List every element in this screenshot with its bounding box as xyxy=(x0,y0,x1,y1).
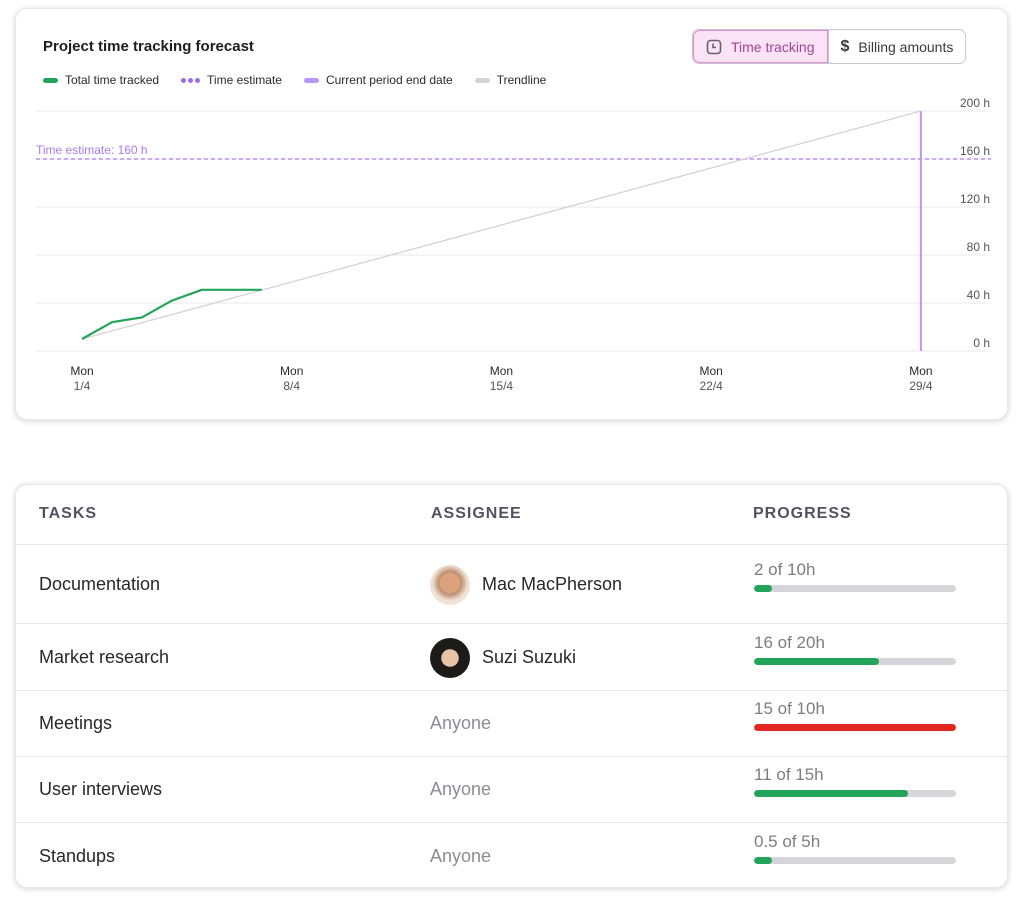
legend-label: Total time tracked xyxy=(65,73,160,87)
progress-fill xyxy=(754,724,956,731)
assignee-name: Anyone xyxy=(430,779,492,799)
clock-icon xyxy=(706,39,722,54)
header-assignee: ASSIGNEE xyxy=(431,505,522,522)
progress: 16 of 20h xyxy=(754,633,956,665)
legend-swatch xyxy=(181,77,201,83)
legend-time-estimate: Time estimate xyxy=(181,73,282,87)
assignee-name: Suzi Suzuki xyxy=(482,647,577,667)
progress-fill xyxy=(754,584,773,592)
x-tick-day: Mon xyxy=(70,364,93,378)
view-toggle: Time tracking $ Billing amounts xyxy=(692,29,967,64)
progress-bar xyxy=(754,724,956,731)
assignee[interactable]: Suzi Suzuki xyxy=(430,637,577,678)
task-name[interactable]: Standups xyxy=(39,845,116,866)
legend-swatch xyxy=(303,77,319,83)
progress-bar xyxy=(754,584,956,592)
table-row[interactable]: Meetings Anyone 15 of 10h xyxy=(16,690,1007,756)
y-tick-label: 0 h xyxy=(973,336,990,350)
header-progress: PROGRESS xyxy=(753,505,852,522)
progress-bar xyxy=(754,657,956,665)
progress: 11 of 15h xyxy=(754,765,956,797)
legend-swatch xyxy=(43,77,58,83)
legend-swatch xyxy=(474,77,490,83)
assignee[interactable]: Anyone xyxy=(430,846,491,867)
chart-legend: Total time tracked Time estimate Current… xyxy=(43,73,546,87)
progress-fill xyxy=(754,790,908,797)
legend-period-end: Current period end date xyxy=(303,73,453,87)
y-tick-label: 80 h xyxy=(967,240,990,254)
x-tick-day: Mon xyxy=(909,364,932,378)
x-tick-day: Mon xyxy=(280,364,303,378)
progress-label: 2 of 10h xyxy=(754,559,816,579)
legend-label: Trendline xyxy=(496,73,547,87)
x-tick-date: 1/4 xyxy=(74,379,91,393)
table-row[interactable]: Standups Anyone 0.5 of 5h xyxy=(16,822,1007,887)
tasks-table: TASKS ASSIGNEE PROGRESS Documentation Ma… xyxy=(15,484,1008,888)
legend-label: Current period end date xyxy=(325,73,453,87)
progress-bar xyxy=(754,856,956,864)
y-tick-label: 40 h xyxy=(967,288,990,302)
table-row[interactable]: Market research Suzi Suzuki 16 of 20h xyxy=(16,623,1007,690)
x-tick-day: Mon xyxy=(490,364,513,378)
billing-amounts-button[interactable]: $ Billing amounts xyxy=(827,30,966,63)
avatar xyxy=(430,637,470,678)
x-tick-date: 15/4 xyxy=(490,379,514,393)
assignee[interactable]: Anyone xyxy=(430,713,491,734)
dollar-icon: $ xyxy=(840,37,850,55)
legend-label: Time estimate xyxy=(207,73,282,87)
task-name[interactable]: User interviews xyxy=(39,779,163,799)
progress-fill xyxy=(754,657,880,665)
assignee-name: Anyone xyxy=(430,845,492,866)
progress: 2 of 10h xyxy=(754,560,956,592)
y-tick-label: 200 h xyxy=(960,96,990,110)
progress: 15 of 10h xyxy=(754,699,956,731)
progress-bar xyxy=(754,790,956,797)
total-time-line xyxy=(81,288,262,340)
x-tick-date: 22/4 xyxy=(699,379,723,393)
avatar xyxy=(430,564,470,605)
task-name[interactable]: Meetings xyxy=(39,713,113,733)
progress-fill xyxy=(754,856,773,864)
header-tasks: TASKS xyxy=(39,505,98,522)
assignee[interactable]: Anyone xyxy=(430,779,491,800)
legend-total-time: Total time tracked xyxy=(43,73,159,87)
task-name[interactable]: Market research xyxy=(39,646,170,667)
trendline xyxy=(81,110,922,340)
x-tick-day: Mon xyxy=(699,364,722,378)
time-tracking-label: Time tracking xyxy=(731,38,815,55)
table-row[interactable]: User interviews Anyone 11 of 15h xyxy=(16,756,1007,822)
x-tick-date: 8/4 xyxy=(283,379,300,393)
chart-title: Project time tracking forecast xyxy=(43,38,254,55)
x-tick-date: 29/4 xyxy=(909,379,933,393)
assignee-name: Mac MacPherson xyxy=(482,574,623,594)
table-row[interactable]: Documentation Mac MacPherson 2 of 10h xyxy=(16,544,1007,623)
time-estimate-label: Time estimate: 160 h xyxy=(36,143,148,157)
progress-label: 0.5 of 5h xyxy=(754,831,821,851)
billing-amounts-label: Billing amounts xyxy=(858,38,954,55)
progress-label: 16 of 20h xyxy=(754,632,825,652)
assignee[interactable]: Mac MacPherson xyxy=(430,564,623,605)
forecast-chart-card: 0 h 40 h 80 h 120 h 160 h 200 h Mon 1/4 Mon 8/4 Mo… xyxy=(15,8,1008,420)
progress: 0.5 of 5h xyxy=(754,832,956,864)
time-tracking-button[interactable]: Time tracking xyxy=(693,30,828,63)
y-tick-label: 120 h xyxy=(960,192,990,206)
y-tick-label: 160 h xyxy=(960,144,990,158)
legend-trendline: Trendline xyxy=(474,73,547,87)
assignee-name: Anyone xyxy=(430,713,492,733)
task-name[interactable]: Documentation xyxy=(39,573,161,594)
progress-label: 11 of 15h xyxy=(754,765,824,784)
progress-label: 15 of 10h xyxy=(754,699,825,718)
